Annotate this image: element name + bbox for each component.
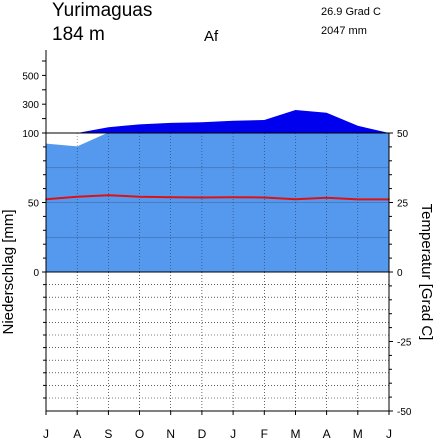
annual-precipitation-label: 2047 mm [321,25,367,37]
left-tick-label: 500 [22,71,39,82]
month-label: J [43,427,49,440]
humid-fill [46,133,389,272]
temperature-point [232,196,234,198]
mean-temperature-label: 26.9 Grad C [321,6,381,18]
perhumid-fill [46,110,389,133]
right-axis-ticks: -50 -25 0 25 50 [389,129,412,418]
right-tick-label: -50 [397,407,412,418]
gridlines [46,133,389,411]
right-tick-label: 50 [397,129,409,140]
perhumid-area [46,110,389,133]
temperature-point [325,197,328,199]
left-tick-label: 0 [33,268,39,279]
chart-title: Yurimaguas [52,0,152,21]
temperature-point [357,198,359,201]
month-label: F [261,427,268,440]
month-label: D [198,427,207,440]
temperature-point [169,196,172,198]
month-label: O [135,427,144,440]
left-tick-label: 100 [22,129,39,140]
temperature-point [263,196,266,199]
temperature-point [138,195,141,198]
right-tick-label: -25 [397,338,412,349]
month-label: N [166,427,175,440]
month-label: A [73,427,81,440]
climate-class-label: Af [204,28,219,45]
month-label: J [230,427,236,440]
temperature-line [45,194,389,201]
right-axis-label: Temperatur [Grad C] [418,204,433,341]
altitude-label: 184 m [52,24,105,45]
temperature-point [294,198,297,200]
month-label: J [386,427,392,440]
left-axis-ticks: 0 50 100 300 500 [22,60,46,399]
left-tick-label: 300 [22,100,39,111]
right-tick-label: 0 [397,268,403,279]
month-label: M [291,427,301,440]
temperature-point [201,196,203,199]
month-label: M [353,427,363,440]
month-label: A [323,427,331,440]
month-label: S [104,427,112,440]
temperature-point [107,194,110,197]
temperature-point [76,195,78,198]
left-axis-label: Niederschlag [mm] [0,209,17,334]
right-tick-label: 25 [397,199,409,210]
left-tick-label: 50 [28,199,40,210]
